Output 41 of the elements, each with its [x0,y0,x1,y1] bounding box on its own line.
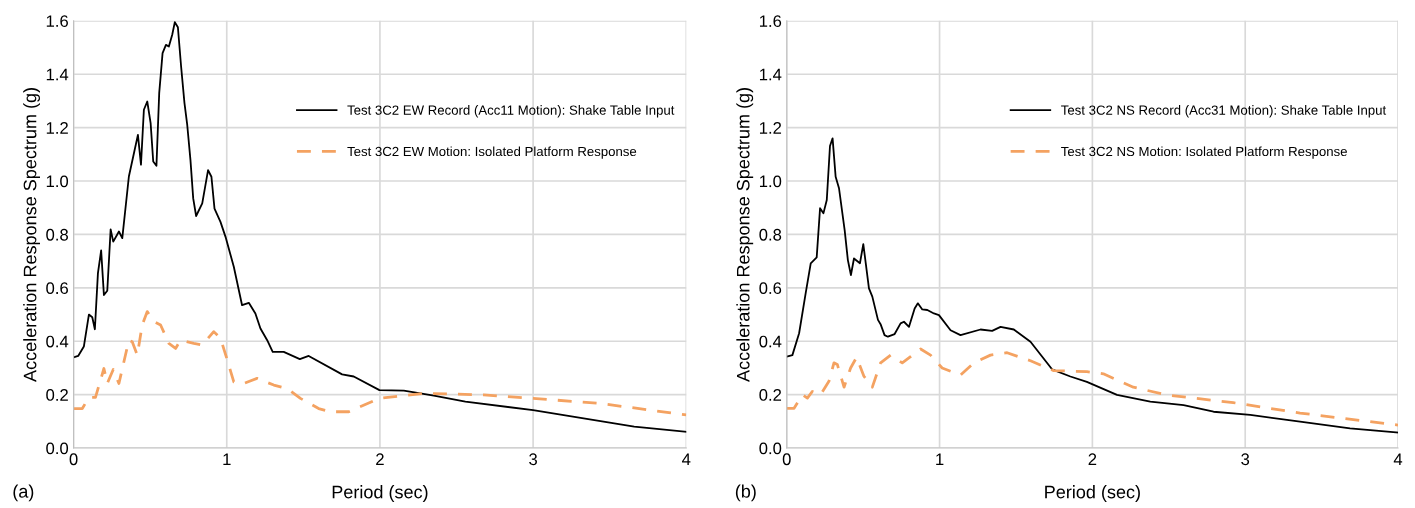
x-tick-label: 1 [936,453,944,465]
x-tick-label: 4 [682,453,691,465]
y-tick-label: 0.4 [46,335,69,348]
x-tick-label: 0 [69,453,78,466]
line-series [786,137,1399,434]
y-tick-label: 0.2 [759,389,782,401]
y-tick-label: 0.6 [46,282,68,295]
legend-label: Test 3C2 NS Motion: Isolated Platform Response [1061,146,1347,159]
x-tick-label: 2 [1088,453,1097,465]
y-tick-label: 0.8 [759,228,782,241]
y-tick-label: 1.2 [46,122,68,134]
y-tick-label: 0.0 [46,442,69,455]
y-tick-label: 1.0 [759,175,782,188]
legend-label: Test 3C2 EW Record (Acc11 Motion): Shake Table Input [347,105,675,118]
legend-label: Test 3C2 NS Record (Acc31 Motion): Shake Table Input [1061,105,1387,118]
x-tick-label: 0 [782,453,791,466]
y-tick-label: 1.4 [759,68,782,81]
x-tick-label: 3 [529,453,537,466]
x-tick-label: 3 [1241,453,1250,466]
y-tick-label: 1.2 [759,122,782,134]
text: (b) [735,484,756,502]
x-tick-label: 4 [1393,453,1403,465]
line-series [73,310,687,417]
line-series [786,347,1399,427]
x-tick-label: 2 [376,453,384,465]
y-tick-label: 0.0 [759,442,782,455]
text: (a) [13,484,34,502]
y-tick-label: 1.0 [46,175,69,188]
y-tick-label: 0.8 [46,228,68,241]
x-axis-title: Period (sec) [1045,485,1140,502]
x-tick-label: 1 [223,453,231,465]
y-tick-label: 0.2 [46,389,68,401]
y-tick-label: 0.4 [759,335,782,348]
legend-label: Test 3C2 EW Motion: Isolated Platform Response [347,146,637,159]
x-axis-title: Period (sec) [332,485,428,502]
y-tick-label: 1.6 [46,15,68,28]
y-tick-label: 0.6 [759,282,782,295]
y-axis-title: Acceleration Response Spectrum (g) [23,88,40,382]
y-tick-label: 1.6 [759,15,782,28]
y-axis-title: Acceleration Response Spectrum (g) [736,88,754,382]
y-tick-label: 1.4 [46,68,69,81]
